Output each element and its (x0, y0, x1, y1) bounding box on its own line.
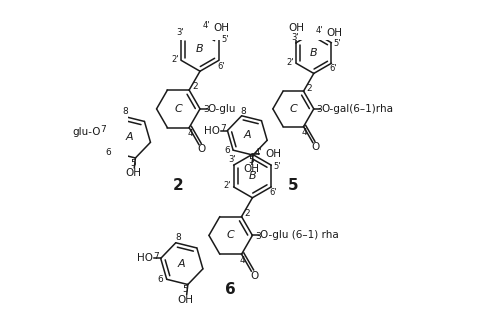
Text: O-glu: O-glu (208, 104, 236, 114)
Text: 6: 6 (224, 146, 230, 155)
Text: 5: 5 (248, 156, 254, 165)
Text: 3: 3 (256, 232, 262, 241)
Text: 5: 5 (183, 286, 188, 294)
Text: A: A (178, 259, 186, 269)
Text: O-gal(6–1)rha: O-gal(6–1)rha (321, 104, 393, 114)
Text: 3': 3' (176, 28, 184, 37)
Text: 8: 8 (241, 107, 246, 116)
Text: OH: OH (266, 149, 281, 159)
Text: O: O (311, 142, 320, 152)
Text: B: B (196, 44, 204, 54)
Text: 2: 2 (173, 178, 184, 193)
Text: 2: 2 (306, 84, 312, 93)
Text: O: O (198, 144, 206, 154)
Text: 3: 3 (203, 106, 209, 115)
Text: OH: OH (213, 23, 229, 33)
Text: 5': 5' (334, 39, 341, 48)
Text: O: O (250, 271, 258, 281)
Text: B: B (248, 171, 256, 181)
Text: OH: OH (243, 164, 259, 174)
Text: 3': 3' (291, 33, 299, 42)
Text: C: C (227, 230, 234, 240)
Text: 2': 2' (224, 181, 231, 190)
Text: A: A (244, 130, 251, 140)
Text: 3: 3 (316, 105, 322, 115)
Text: 8: 8 (175, 233, 181, 242)
Text: 4: 4 (188, 129, 193, 138)
Text: 4: 4 (302, 128, 308, 137)
Text: 6: 6 (158, 275, 164, 284)
Text: OH: OH (326, 28, 342, 38)
Text: 6: 6 (226, 282, 236, 296)
Text: OH: OH (178, 295, 194, 305)
Text: 2: 2 (245, 209, 250, 218)
Text: A: A (126, 132, 133, 142)
Text: 7: 7 (100, 125, 106, 134)
Text: 4': 4' (202, 21, 210, 30)
Text: 6': 6' (217, 62, 225, 71)
Text: O-glu (6–1) rha: O-glu (6–1) rha (260, 230, 339, 240)
Text: 6: 6 (106, 148, 111, 157)
Text: 5': 5' (274, 162, 281, 171)
Text: C: C (290, 104, 297, 114)
Text: 2': 2' (286, 58, 294, 67)
Text: HO: HO (204, 125, 220, 135)
Text: 5: 5 (130, 159, 136, 168)
Text: 7: 7 (220, 124, 226, 133)
Text: B: B (310, 48, 318, 58)
Text: 6': 6' (330, 64, 338, 73)
Text: 7: 7 (153, 252, 159, 261)
Text: 6': 6' (270, 189, 277, 198)
Text: 5: 5 (288, 178, 298, 193)
Text: 4': 4' (316, 26, 323, 35)
Text: OH: OH (125, 168, 141, 178)
Text: 5': 5' (221, 35, 228, 44)
Text: 4: 4 (240, 256, 246, 265)
Text: OH: OH (288, 24, 304, 34)
Text: glu-O: glu-O (72, 127, 101, 137)
Text: C: C (174, 104, 182, 114)
Text: 4': 4' (254, 148, 262, 157)
Text: 2: 2 (192, 82, 198, 91)
Text: 3': 3' (228, 155, 236, 164)
Text: 2': 2' (171, 55, 178, 64)
Text: HO: HO (137, 253, 153, 263)
Text: 8: 8 (122, 107, 128, 116)
